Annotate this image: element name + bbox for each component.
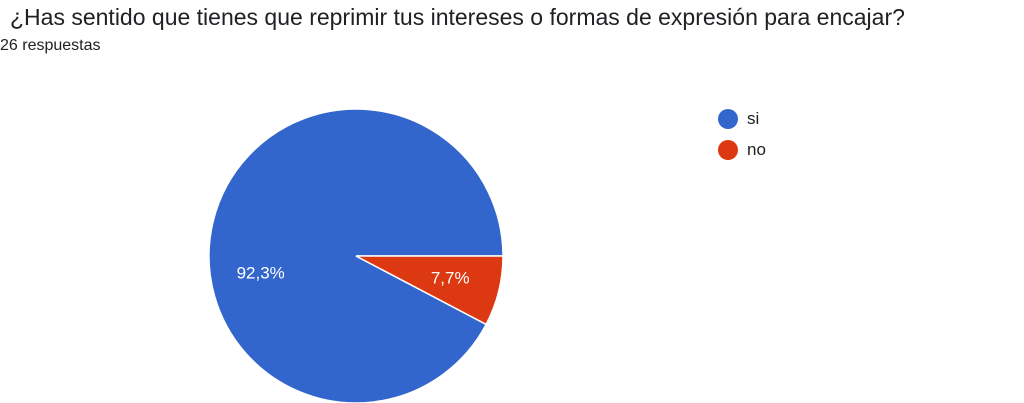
pie-label-si: 92,3% [237, 264, 285, 283]
legend-swatch-si [718, 109, 738, 129]
legend-item-no[interactable]: no [718, 139, 766, 161]
pie-label-no: 7,7% [431, 269, 470, 288]
legend-label-si: si [747, 109, 760, 128]
response-count: 26 respuestas [0, 37, 101, 54]
pie-slices [208, 108, 504, 403]
legend-label-no: no [747, 140, 766, 159]
pie-slice-no[interactable] [355, 255, 504, 326]
legend-item-si[interactable]: si [718, 108, 766, 130]
question-title: ¿Has sentido que tienes que reprimir tus… [10, 4, 905, 30]
legend-swatch-no [718, 140, 738, 160]
chart-legend: si no [718, 108, 766, 170]
pie-labels: 92,3% 7,7% [237, 264, 470, 288]
